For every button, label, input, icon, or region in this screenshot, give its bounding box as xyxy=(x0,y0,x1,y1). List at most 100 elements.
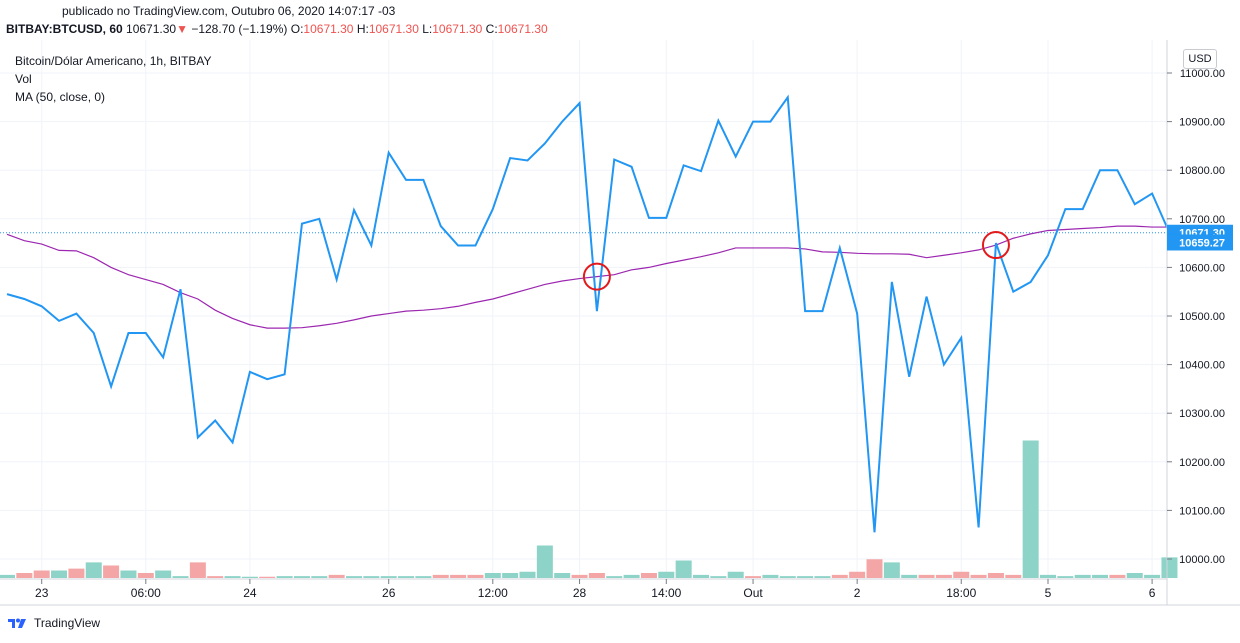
legend-title: Bitcoin/Dólar Americano, 1h, BITBAY xyxy=(15,54,212,68)
volume-bar xyxy=(710,576,727,578)
time-tick-label: 18:00 xyxy=(946,586,976,600)
volume-bar xyxy=(1040,574,1056,578)
volume-bar xyxy=(779,576,796,578)
volume-bar xyxy=(155,570,172,578)
volume-bar xyxy=(762,574,779,578)
volume-bar xyxy=(51,570,68,578)
volume-bar xyxy=(883,562,900,578)
time-tick-label: 6 xyxy=(1149,586,1156,600)
time-axis: 23 06:00 24 26 12:00 28 14:00 Out 2 18:00 5 6 xyxy=(35,579,1156,600)
time-tick-label: 12:00 xyxy=(478,586,508,600)
close-value: 10671.30 xyxy=(497,22,548,36)
volume-bar xyxy=(293,576,310,578)
time-tick-label: 2 xyxy=(854,586,861,600)
annotation-circles xyxy=(582,231,1010,291)
volume-bar xyxy=(484,573,501,578)
volume-bar xyxy=(727,571,744,578)
ma-line xyxy=(6,225,1170,329)
volume-bar xyxy=(380,576,397,578)
volume-bar xyxy=(987,573,1004,578)
price-tick-label: 10400.00 xyxy=(1179,360,1225,372)
price-tick-label: 10200.00 xyxy=(1179,457,1225,469)
volume-bar xyxy=(207,576,224,578)
volume-bar xyxy=(398,576,415,578)
time-tick-label: 06:00 xyxy=(131,586,161,600)
volume-bar xyxy=(241,576,258,578)
open-label: O: xyxy=(290,22,304,36)
volume-bar xyxy=(328,574,345,578)
volume-bar xyxy=(536,545,553,578)
volume-bar xyxy=(866,559,883,578)
volume-bar xyxy=(172,576,189,578)
published-note: publicado no TradingView.com, Outubro 06… xyxy=(62,4,396,18)
volume-bar xyxy=(519,571,536,578)
time-tick-label: 24 xyxy=(243,586,257,600)
price-tick-label: 10600.00 xyxy=(1179,262,1225,274)
volume-bar xyxy=(502,573,519,578)
price-tick-label: 10300.00 xyxy=(1179,408,1225,420)
currency-button[interactable]: USD xyxy=(1183,49,1217,69)
volume-bar xyxy=(276,576,293,578)
volume-bar xyxy=(849,571,866,578)
time-tick-label: 28 xyxy=(573,586,587,600)
price-tick-label: 10000.00 xyxy=(1179,554,1225,566)
volume-bar xyxy=(33,570,50,578)
price-tick-label: 11000.00 xyxy=(1180,68,1225,80)
quote-line: BITBAY:BTCUSD, 60 10671.30▼ −128.70 (−1.… xyxy=(6,22,548,36)
ma-value-tag-bg xyxy=(1167,234,1233,251)
volume-bar xyxy=(814,576,831,578)
annotation-circle xyxy=(582,262,611,291)
volume-bar xyxy=(311,576,328,578)
volume-bar xyxy=(1161,557,1178,578)
volume-bar xyxy=(1109,574,1126,578)
volume-bar xyxy=(1005,574,1022,578)
volume-bar xyxy=(640,573,657,578)
volume-bar xyxy=(953,571,970,578)
volume-bar xyxy=(970,574,987,578)
legend-vol: Vol xyxy=(15,72,32,86)
volume-bar xyxy=(623,574,640,578)
high-label: H: xyxy=(356,22,369,36)
change-value: −128.70 (−1.19%) xyxy=(191,22,288,36)
last-price: 10671.30 xyxy=(126,22,177,36)
volume-bar xyxy=(1057,576,1074,578)
price-line xyxy=(6,94,1171,533)
volume-bar xyxy=(831,574,848,578)
volume-bar xyxy=(1092,574,1109,578)
volume-bar xyxy=(935,574,952,578)
volume-bar xyxy=(797,576,814,578)
tradingview-logo-icon xyxy=(8,618,26,628)
price-tick-label: 10800.00 xyxy=(1179,165,1225,177)
time-tick-label: 5 xyxy=(1045,586,1052,600)
price-chart[interactable]: 10000.00 10100.00 10200.00 10300.00 10400.00… xyxy=(0,40,1240,610)
volume-bar xyxy=(189,562,206,578)
volume-bar xyxy=(16,573,33,578)
volume-bar xyxy=(918,574,935,578)
volume-bar xyxy=(137,573,154,578)
time-tick-label: 14:00 xyxy=(651,586,681,600)
volume-bar xyxy=(675,560,692,578)
legend-ma: MA (50, close, 0) xyxy=(15,90,106,104)
low-label: L: xyxy=(422,22,433,36)
low-value: 10671.30 xyxy=(432,22,483,36)
volume-bar xyxy=(224,576,241,578)
volume-bar xyxy=(85,562,102,578)
time-tick-label: 26 xyxy=(382,586,396,600)
volume-bar xyxy=(588,573,605,578)
volume-bar xyxy=(571,574,588,578)
ma-value-tag: 10659.27 xyxy=(1179,237,1225,249)
volume-bar xyxy=(68,568,85,578)
annotation-circle xyxy=(981,231,1010,260)
volume-bar xyxy=(1144,574,1161,578)
volume-bar xyxy=(554,573,571,578)
price-tick-label: 10100.00 xyxy=(1179,505,1225,517)
volume-bar xyxy=(1126,573,1143,578)
chart-legend: Bitcoin/Dólar Americano, 1h, BITBAY Vol … xyxy=(15,52,212,106)
volume-bar xyxy=(346,576,362,578)
volume-bar xyxy=(467,574,484,578)
price-tick-label: 10900.00 xyxy=(1179,117,1225,129)
time-tick-label: Out xyxy=(743,586,763,600)
volume-bar xyxy=(450,574,467,578)
down-arrow-icon: ▼ xyxy=(176,22,188,36)
